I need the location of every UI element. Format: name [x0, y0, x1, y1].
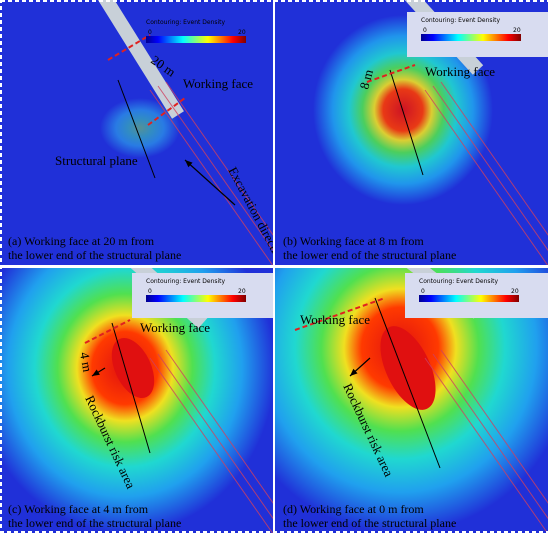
legend-min: 0 [421, 288, 425, 295]
legend-title: Contouring: Event Density [146, 19, 226, 26]
tunnel-lines [424, 81, 548, 265]
arrow-head [185, 160, 193, 168]
tunnel-lines [149, 81, 273, 265]
distance-label: 4 m [77, 351, 95, 373]
colorbar [146, 36, 246, 43]
caption: the lower end of the structural plane [283, 516, 456, 530]
legend-max: 20 [238, 288, 246, 295]
caption: (c) Working face at 4 m from [8, 502, 149, 516]
legend-max: 20 [238, 29, 246, 36]
working-face [84, 319, 131, 344]
panel: Contouring: Event Density 0 20 8 m Working f… [275, 0, 548, 265]
structural-plane [117, 79, 156, 179]
working-face [366, 64, 416, 83]
working-face-label: Working face [140, 320, 210, 335]
caption: the lower end of the structural plane [8, 248, 181, 262]
structural-plane-label: Structural plane [55, 153, 138, 168]
structural-plane [389, 69, 424, 176]
panel: Contouring: Event Density 0 20 Working face… [275, 268, 548, 533]
working-face-label: Working face [183, 76, 253, 91]
structural-plane [111, 322, 151, 454]
caption: (a) Working face at 20 m from [8, 234, 155, 248]
legend-min: 0 [148, 288, 152, 295]
caption: the lower end of the structural plane [8, 516, 181, 530]
colorbar [419, 295, 519, 302]
colorbar [421, 34, 521, 41]
working-face-label: Working face [300, 312, 370, 327]
arrow-head [92, 369, 100, 376]
structural-plane [374, 297, 441, 469]
working-face [107, 34, 151, 61]
density-contour [0, 268, 273, 533]
colorbar [146, 295, 246, 302]
legend-max: 20 [513, 27, 521, 34]
caption: (d) Working face at 0 m from [283, 502, 424, 516]
working-face-label: Working face [425, 64, 495, 79]
legend-title: Contouring: Event Density [419, 278, 499, 285]
panel: Contouring: Event Density 0 20 4 m Working f… [0, 268, 273, 533]
arrow-head [350, 368, 358, 376]
risk-core [111, 338, 155, 398]
caption: the lower end of the structural plane [283, 248, 456, 262]
tunnel-lines [149, 349, 273, 533]
arrow [184, 159, 236, 206]
legend-min: 0 [148, 29, 152, 36]
legend-min: 0 [423, 27, 427, 34]
legend-title: Contouring: Event Density [146, 278, 226, 285]
density-contour [100, 98, 180, 158]
legend-max: 20 [511, 288, 519, 295]
legend-title: Contouring: Event Density [421, 17, 501, 24]
distance-label: 8 m [356, 68, 376, 91]
tunnel [97, 0, 184, 119]
tunnel-lines [424, 349, 548, 533]
caption: (b) Working face at 8 m from [283, 234, 424, 248]
